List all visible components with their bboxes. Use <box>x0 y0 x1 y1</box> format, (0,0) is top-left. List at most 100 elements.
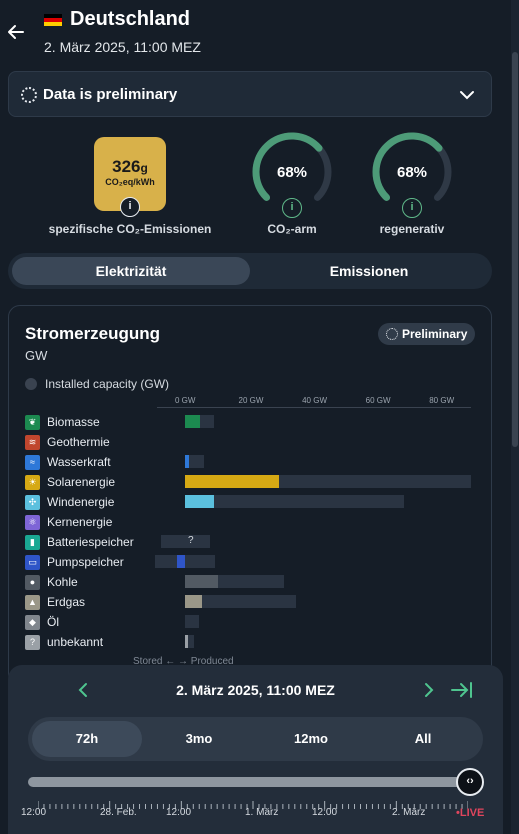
tab-emissions[interactable]: Emissionen <box>329 263 409 279</box>
coal-icon: ● <box>25 575 40 590</box>
co2-info-icon[interactable]: i <box>120 197 140 217</box>
production-row[interactable]: ▮ Batteriespeicher? <box>25 532 485 552</box>
low-carbon-info-icon[interactable]: i <box>282 198 302 218</box>
battery-icon: ▮ <box>25 535 40 550</box>
installed-capacity-bar <box>185 615 200 628</box>
production-chart-card: Stromerzeugung GW Preliminary Installed … <box>8 305 492 685</box>
production-row[interactable]: ☀ Solarenergie <box>25 472 485 492</box>
installed-capacity-legend-dot[interactable] <box>25 378 37 390</box>
installed-capacity-bar <box>185 635 194 648</box>
production-row-label: Wasserkraft <box>47 455 111 469</box>
oil-icon: ◆ <box>25 615 40 630</box>
production-row[interactable]: ≋ Geothermie <box>25 432 485 452</box>
production-row[interactable]: ● Kohle <box>25 572 485 592</box>
timeline-label: 2. März <box>392 807 426 818</box>
produced-bar <box>185 415 201 428</box>
page-scrollbar[interactable] <box>511 0 519 834</box>
production-row-label: unbekannt <box>47 635 104 649</box>
pumped-storage-icon: ▭ <box>25 555 40 570</box>
installed-capacity-bar <box>185 535 211 548</box>
timeline-label: 12:00 <box>312 807 338 818</box>
installed-capacity-legend-label: Installed capacity (GW) <box>45 377 170 391</box>
production-row[interactable]: ? unbekannt <box>25 632 485 652</box>
preliminary-badge-label: Preliminary <box>402 327 468 341</box>
scrollbar-thumb[interactable] <box>512 52 518 447</box>
range-option-3mo[interactable]: 3mo <box>185 731 213 746</box>
time-range-selector: 72h 3mo 12mo All <box>28 717 483 761</box>
renewable-info-icon[interactable]: i <box>402 198 422 218</box>
renewable-label: regenerativ <box>379 222 445 236</box>
renewable-value: 68% <box>396 164 428 181</box>
nuclear-icon: ⚛ <box>25 515 40 530</box>
produced-bar <box>185 575 219 588</box>
production-row[interactable]: ▲ Erdgas <box>25 592 485 612</box>
co2-intensity-value: 326g <box>112 157 148 176</box>
chevron-right-icon[interactable] <box>418 679 440 701</box>
solar-icon: ☀ <box>25 475 40 490</box>
back-arrow-icon[interactable] <box>6 22 26 42</box>
unknown-icon: ? <box>25 635 40 650</box>
production-row[interactable]: ◆ Öl <box>25 612 485 632</box>
produced-bar <box>185 635 188 648</box>
production-row-label: Solarenergie <box>47 475 116 489</box>
jump-to-latest-icon[interactable] <box>450 679 474 701</box>
biomass-icon: ❦ <box>25 415 40 430</box>
timeline-ticks <box>38 801 468 809</box>
live-indicator[interactable]: •LIVE <box>456 807 485 819</box>
gas-icon: ▲ <box>25 595 40 610</box>
timeline-label: 1. März <box>245 807 279 818</box>
co2-intensity-unit: CO₂eq/kWh <box>105 177 155 187</box>
page-title: Deutschland <box>70 8 191 30</box>
x-axis-tick-label: 40 GW <box>302 396 328 405</box>
stored-bar <box>177 555 185 568</box>
production-row-label: Pumpspeicher <box>47 555 124 569</box>
production-row[interactable]: ❦ Biomasse <box>25 412 485 432</box>
chevron-left-icon[interactable] <box>72 679 94 701</box>
x-axis-tick-label: 80 GW <box>429 396 455 405</box>
preliminary-dashed-circle-icon <box>21 87 37 103</box>
installed-capacity-bar <box>185 455 205 468</box>
range-option-12mo[interactable]: 12mo <box>294 731 328 746</box>
unknown-value-marker: ? <box>188 535 194 546</box>
x-axis-tick-label: 60 GW <box>365 396 391 405</box>
chart-title: Stromerzeugung <box>25 324 161 343</box>
production-row-label: Öl <box>47 615 59 629</box>
geothermal-icon: ≋ <box>25 435 40 450</box>
time-slider-handle[interactable]: ‹› <box>456 768 484 796</box>
germany-flag-icon <box>44 14 62 26</box>
low-carbon-gauge <box>252 132 332 201</box>
installed-capacity-bar <box>185 495 405 508</box>
time-navigation-panel: 2. März 2025, 11:00 MEZ 72h 3mo 12mo All… <box>8 665 503 834</box>
production-row-label: Batteriespeicher <box>47 535 134 549</box>
low-carbon-label: CO₂-arm <box>267 222 317 236</box>
stored-produced-footer: Stored ← → Produced <box>133 656 234 667</box>
production-row[interactable]: ✣ Windenergie <box>25 492 485 512</box>
time-nav-date: 2. März 2025, 11:00 MEZ <box>176 682 335 698</box>
chevron-down-icon[interactable] <box>458 86 476 104</box>
timeline-label: 28. Feb. <box>100 807 137 818</box>
production-row-label: Biomasse <box>47 415 100 429</box>
production-row[interactable]: ▭ Pumpspeicher <box>25 552 485 572</box>
production-row[interactable]: ≈ Wasserkraft <box>25 452 485 472</box>
range-option-all[interactable]: All <box>414 731 432 746</box>
x-axis-tick-label: 20 GW <box>238 396 264 405</box>
production-row-label: Erdgas <box>47 595 86 609</box>
tab-electricity[interactable]: Elektrizität <box>12 257 250 285</box>
production-row-label: Kernenergie <box>47 515 113 529</box>
production-row[interactable]: ⚛ Kernenergie <box>25 512 485 532</box>
x-axis-line <box>157 407 471 408</box>
x-axis-tick-label: 0 GW <box>175 396 196 405</box>
preliminary-data-banner[interactable]: Data is preliminary <box>8 71 492 117</box>
page-datetime: 2. März 2025, 11:00 MEZ <box>44 39 201 55</box>
hydro-icon: ≈ <box>25 455 40 470</box>
timeline-label: 12:00 <box>166 807 192 818</box>
timeline-label: 12:00 <box>21 807 47 818</box>
time-slider-track[interactable] <box>28 777 468 787</box>
wind-icon: ✣ <box>25 495 40 510</box>
produced-bar <box>185 455 190 468</box>
header: Deutschland 2. März 2025, 11:00 MEZ <box>0 0 510 66</box>
view-tabs: Elektrizität Emissionen <box>8 253 492 289</box>
produced-bar <box>185 475 279 488</box>
stored-capacity-bar <box>161 535 185 548</box>
range-option-72h[interactable]: 72h <box>32 721 142 757</box>
